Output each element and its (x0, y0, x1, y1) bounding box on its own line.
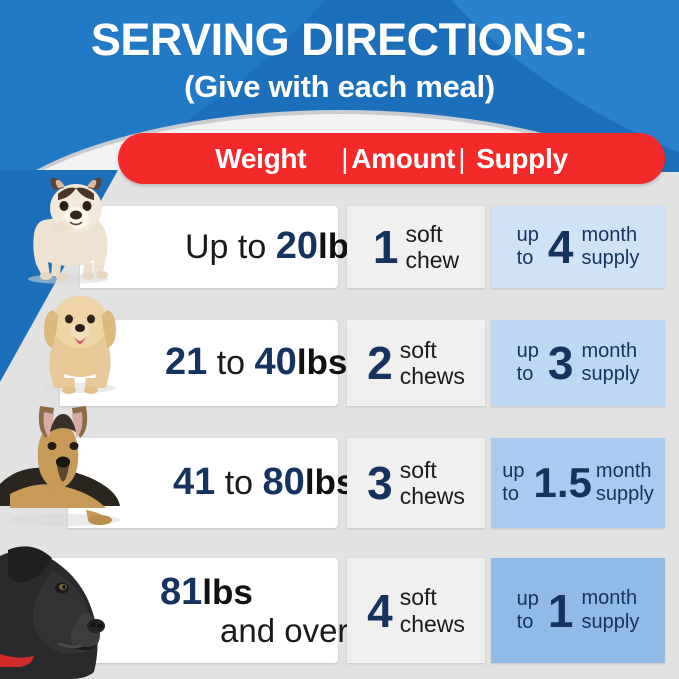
supply-upto-2: to (516, 610, 534, 633)
supply-upto-1: up (516, 340, 539, 363)
weight-cell: Up to 20lbs (80, 206, 369, 288)
column-header-separator-right: | (458, 142, 466, 174)
supply-word-1: month (581, 339, 638, 362)
amount-words: soft chews (400, 584, 465, 637)
amount-word-2: chew (405, 247, 460, 273)
weight-prefix: Up to (185, 228, 267, 267)
weight-number: 20 (275, 225, 318, 268)
weight-text: 21 to 40lbs (165, 342, 347, 383)
weight-number: 80 (262, 461, 305, 504)
weight-text: 81lbs and over (160, 572, 348, 649)
amount-word-2: chews (399, 363, 465, 389)
supply-number: 3 (547, 337, 574, 389)
weight-prefix: 21 (165, 341, 208, 384)
weight-text: 41 to 80lbs (173, 462, 355, 503)
weight-second-line: and over (220, 612, 349, 650)
supply-words: month supply (596, 460, 654, 506)
amount-word-1: soft (405, 220, 443, 247)
amount-cell: 2 soft chews (347, 320, 485, 406)
supply-cell: up to 3 month supply (491, 320, 665, 406)
supply-upto-2: to (502, 483, 519, 505)
amount-words: soft chew (405, 221, 459, 274)
amount-cell: 3 soft chews (347, 438, 485, 528)
amount-word-1: soft (399, 456, 437, 483)
column-header-separator-left: | (341, 142, 349, 174)
supply-upto-2: to (516, 363, 534, 385)
amount-words: soft chews (400, 457, 465, 510)
amount-number: 4 (367, 584, 393, 637)
weight-number: 40 (254, 341, 297, 384)
title-block: SERVING DIRECTIONS: (Give with each meal… (0, 16, 679, 107)
weight-unit: lbs (304, 463, 356, 503)
supply-word-2: supply (581, 247, 640, 269)
amount-word-1: soft (399, 336, 437, 363)
supply-cell: up to 1 month supply (491, 558, 665, 663)
column-header-amount: Amount (351, 142, 456, 174)
supply-word-1: month (581, 587, 638, 610)
supply-word-2: supply (581, 610, 640, 633)
supply-word-2: supply (581, 363, 640, 385)
supply-upto-1: up (502, 460, 525, 483)
column-header-pill: Weight | Amount | Supply (118, 133, 665, 184)
supply-words: month supply (582, 340, 640, 386)
weight-unit: lbs (202, 573, 253, 613)
amount-word-2: chews (399, 610, 465, 637)
column-header-supply: Supply (476, 142, 568, 174)
weight-join: to (216, 344, 246, 383)
amount-number: 2 (367, 337, 393, 389)
amount-cell: 1 soft chew (347, 206, 485, 288)
weight-prefix: 41 (173, 461, 216, 504)
supply-upto-2: to (516, 247, 534, 269)
supply-upto: up to (517, 224, 539, 270)
supply-upto-1: up (516, 587, 539, 610)
amount-number: 1 (372, 221, 399, 273)
amount-word-1: soft (399, 584, 437, 611)
supply-upto: up to (502, 460, 524, 506)
weight-cell: 21 to 40lbs (60, 320, 347, 406)
supply-number: 4 (547, 221, 574, 273)
weight-cell: 81lbs and over (38, 558, 348, 663)
page-subtitle: (Give with each meal) (184, 68, 495, 104)
weight-join: to (224, 464, 254, 503)
page-title: SERVING DIRECTIONS: (90, 14, 589, 65)
supply-upto-1: up (516, 224, 539, 247)
amount-number: 3 (367, 457, 393, 509)
supply-word-1: month (595, 459, 652, 482)
weight-unit: lbs (296, 343, 348, 383)
supply-words: month supply (582, 587, 640, 633)
supply-word-1: month (581, 223, 638, 246)
weight-cell: 41 to 80lbs (68, 438, 355, 528)
supply-cell: up to 1.5 month supply (491, 438, 665, 528)
supply-upto: up to (517, 340, 539, 386)
amount-word-2: chews (399, 483, 465, 509)
supply-upto: up to (517, 588, 539, 634)
supply-words: month supply (582, 224, 640, 270)
amount-cell: 4 soft chews (347, 558, 485, 663)
column-header-weight: Weight (215, 142, 307, 174)
supply-number: 1.5 (533, 459, 592, 506)
supply-number: 1 (547, 584, 574, 637)
supply-word-2: supply (595, 483, 654, 505)
weight-text: Up to 20lbs (185, 226, 369, 267)
amount-words: soft chews (400, 337, 465, 390)
supply-cell: up to 4 month supply (491, 206, 665, 288)
weight-prefix: 81 (160, 571, 203, 614)
